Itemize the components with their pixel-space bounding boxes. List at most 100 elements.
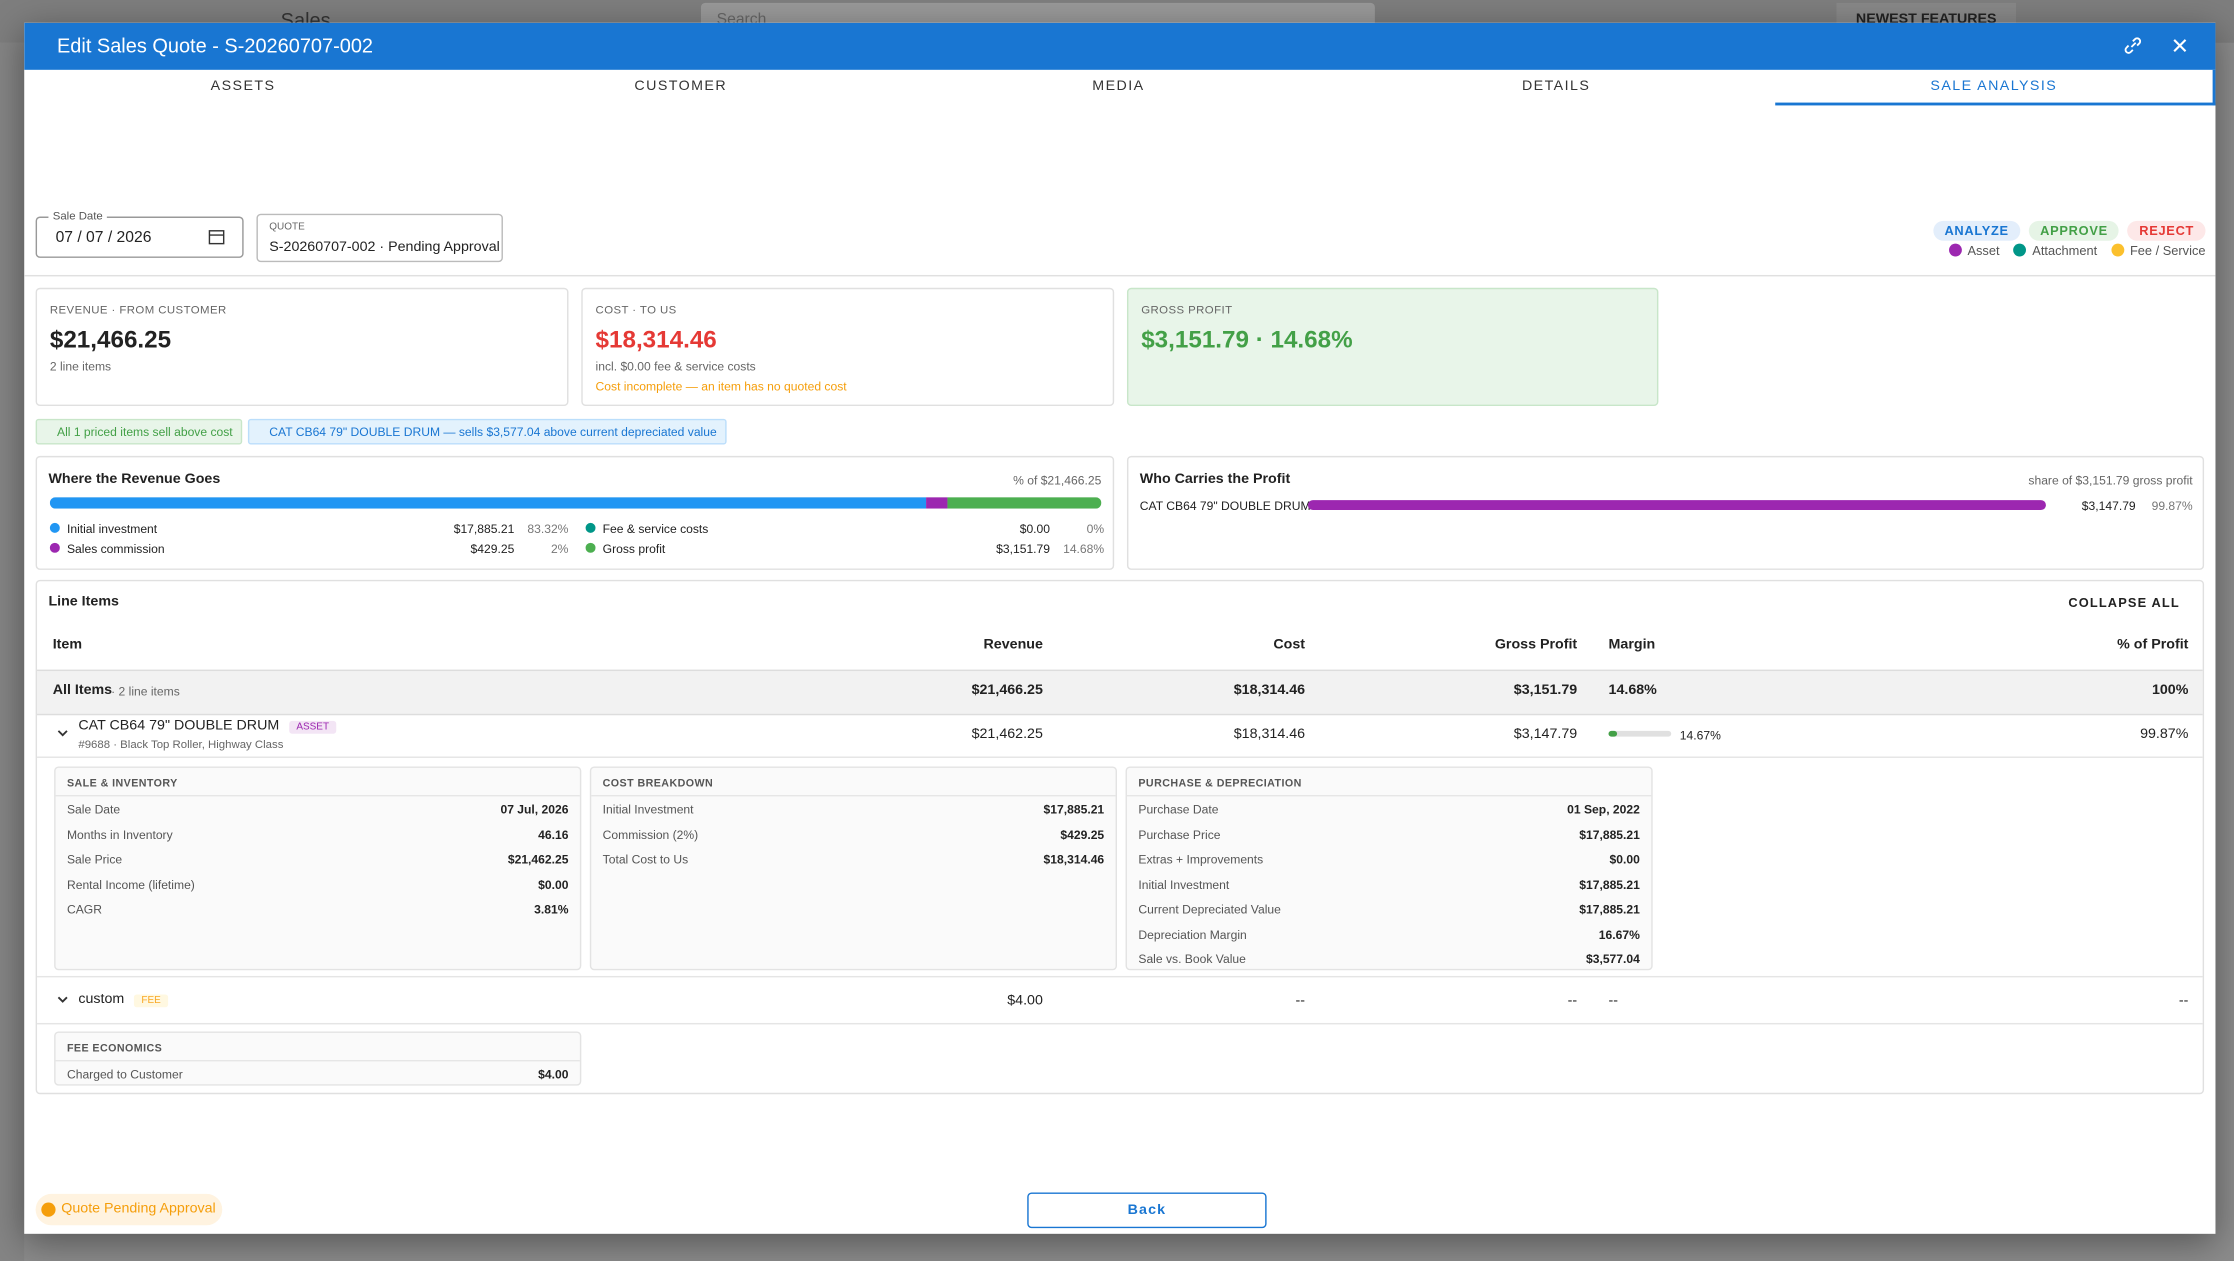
panel-value: 3.81% (534, 901, 569, 917)
kpi-value: $21,466.25 (49, 326, 172, 354)
panel-label: Purchase Date (1138, 802, 1219, 817)
total-cell: $3,151.79 (1513, 682, 1578, 699)
tab[interactable]: DETAILS (1521, 78, 1591, 95)
panel-row: Purchase Price $17,885.21 (1138, 827, 1640, 841)
collapse-all[interactable]: COLLAPSE ALL (2068, 595, 2180, 610)
row-divider (37, 975, 2203, 978)
panel-label: CAGR (66, 901, 102, 917)
legend-percent: 14.68% (1063, 541, 1105, 556)
quote-field[interactable]: QUOTE S-20260707-002 · Pending Approval (256, 213, 503, 263)
total-cell: 14.68% (1608, 682, 1657, 699)
panel-value: $17,885.21 (1043, 802, 1105, 817)
panel-row: Sale Price $21,462.25 (67, 852, 569, 866)
panel-value: $18,314.46 (1043, 851, 1105, 867)
panel-value: $3,577.04 (1585, 951, 1640, 966)
panel-value: 46.16 (538, 827, 569, 842)
legend-amount: $3,151.79 (996, 541, 1051, 556)
row-cell: -- (1608, 993, 1619, 1009)
kpi-card: GROSS PROFIT $3,151.79 · 14.68% (1126, 287, 1659, 407)
info-badge: All 1 priced items sell above cost (35, 418, 243, 445)
detail-panel: FEE ECONOMICS Charged to Customer $4.00 (54, 1031, 582, 1086)
panel-label: Extras + Improvements (1138, 851, 1264, 867)
panel-value: $17,885.21 (1579, 876, 1640, 892)
kpi-label: COST · TO US (595, 303, 677, 317)
panel-row: Months in Inventory 46.16 (67, 827, 569, 841)
panel-title: SALE & INVENTORY (66, 776, 178, 790)
legend-percent: 0% (1086, 521, 1105, 536)
legend-dot (49, 522, 60, 533)
panel-title-rule (591, 795, 1116, 797)
panel-label: Rental Income (lifetime) (66, 876, 195, 892)
panel-label: Sale Date (66, 802, 121, 817)
kpi-card: COST · TO US $18,314.46 incl. $0.00 fee & … (581, 287, 1115, 407)
panel-label: Sale vs. Book Value (1138, 951, 1246, 966)
panel-label: Commission (2%) (602, 827, 699, 842)
status-text: Quote Pending Approval (61, 1201, 216, 1217)
total-count: · 2 line items (111, 683, 180, 699)
kpi-note: incl. $0.00 fee & service costs (595, 359, 756, 374)
legend: Asset Attachment Fee / Service (1852, 243, 2205, 258)
back-button[interactable]: Back (1027, 1192, 1267, 1229)
bar-segment (925, 497, 947, 509)
tab[interactable]: SALE ANALYSIS (1774, 69, 2216, 106)
tab[interactable]: ASSETS (210, 78, 276, 95)
card-note: % of $21,466.25 (1013, 473, 1102, 488)
kpi-card: REVENUE · FROM CUSTOMER $21,466.25 2 line … (35, 287, 569, 407)
card-note: share of $3,151.79 gross profit (2028, 473, 2193, 488)
link-icon[interactable] (2124, 37, 2142, 54)
action-button[interactable]: APPROVE (2028, 220, 2120, 241)
panel-row: Commission (2%) $429.25 (603, 827, 1105, 841)
panel-title-rule (55, 1060, 580, 1062)
expand-chevron[interactable] (57, 996, 68, 1005)
actions: ANALYZE APPROVE REJECT (1852, 217, 2206, 243)
calendar-icon[interactable] (208, 228, 225, 245)
close-icon[interactable] (2173, 38, 2187, 53)
panel-row: Depreciation Margin 16.67% (1138, 927, 1640, 941)
profit-card: Who Carries the Profit share of $3,151.79… (1126, 455, 2205, 570)
detail-panel: SALE & INVENTORY Sale Date 07 Jul, 2026 Mon… (54, 766, 582, 971)
legend-amount: $429.25 (470, 541, 515, 556)
total-cell: 100% (2151, 682, 2189, 699)
panel-title-rule (55, 795, 580, 797)
sale-date-field[interactable]: Sale Date 07 / 07 / 2026 (35, 209, 244, 258)
detail-panel: PURCHASE & DEPRECIATION Purchase Date 01 S… (1125, 766, 1653, 971)
bar-segment (49, 497, 926, 509)
action-button[interactable]: REJECT (2127, 220, 2206, 241)
tab[interactable]: CUSTOMER (634, 78, 728, 95)
bar-segment (946, 497, 1102, 509)
dialog-header: Edit Sales Quote - S-20260707-002 (24, 22, 2216, 70)
info-badge: CAT CB64 79" DOUBLE DRUM — sells $3,577.… (247, 418, 727, 445)
panel-row: Purchase Date 01 Sep, 2022 (1138, 802, 1640, 816)
panel-value: 01 Sep, 2022 (1567, 802, 1640, 817)
legend-label: Gross profit (602, 541, 666, 556)
panel-title: FEE ECONOMICS (66, 1041, 163, 1055)
legend-label: Sales commission (66, 541, 165, 556)
panel-label: Total Cost to Us (602, 851, 689, 867)
panel-label: Initial Investment (1138, 876, 1230, 892)
card-title: Line Items (48, 594, 119, 610)
expand-chevron[interactable] (57, 729, 68, 738)
panel-label: Current Depreciated Value (1138, 901, 1281, 917)
legend-dot (49, 542, 60, 553)
status-dot (41, 1202, 56, 1217)
legend-label: Attachment (2032, 243, 2098, 258)
kpi-value: $18,314.46 (595, 326, 717, 354)
tab[interactable]: MEDIA (1092, 78, 1145, 95)
row-cell: $18,314.46 (1233, 726, 1306, 743)
panel-row: Initial Investment $17,885.21 (603, 802, 1105, 816)
panel-title-rule (1126, 795, 1652, 797)
panel-row: CAGR 3.81% (67, 902, 569, 916)
action-button[interactable]: ANALYZE (1933, 220, 2021, 241)
dialog: Edit Sales Quote - S-20260707-002 ASSETS… (24, 22, 2216, 1234)
legend-item: Asset (1948, 243, 2000, 258)
panel-row: Rental Income (lifetime) $0.00 (67, 877, 569, 891)
item-title: CAT CB64 79" DOUBLE DRUM (78, 718, 280, 734)
item-tag: FEE (134, 994, 168, 1008)
panel-title: COST BREAKDOWN (602, 776, 714, 790)
kpi-value: $3,151.79 · 14.68% (1141, 326, 1353, 354)
legend-label: Fee & service costs (602, 521, 709, 536)
item-name: CAT CB64 79" DOUBLE DRUM ASSET (78, 718, 337, 734)
kpi-label: GROSS PROFIT (1141, 303, 1233, 317)
